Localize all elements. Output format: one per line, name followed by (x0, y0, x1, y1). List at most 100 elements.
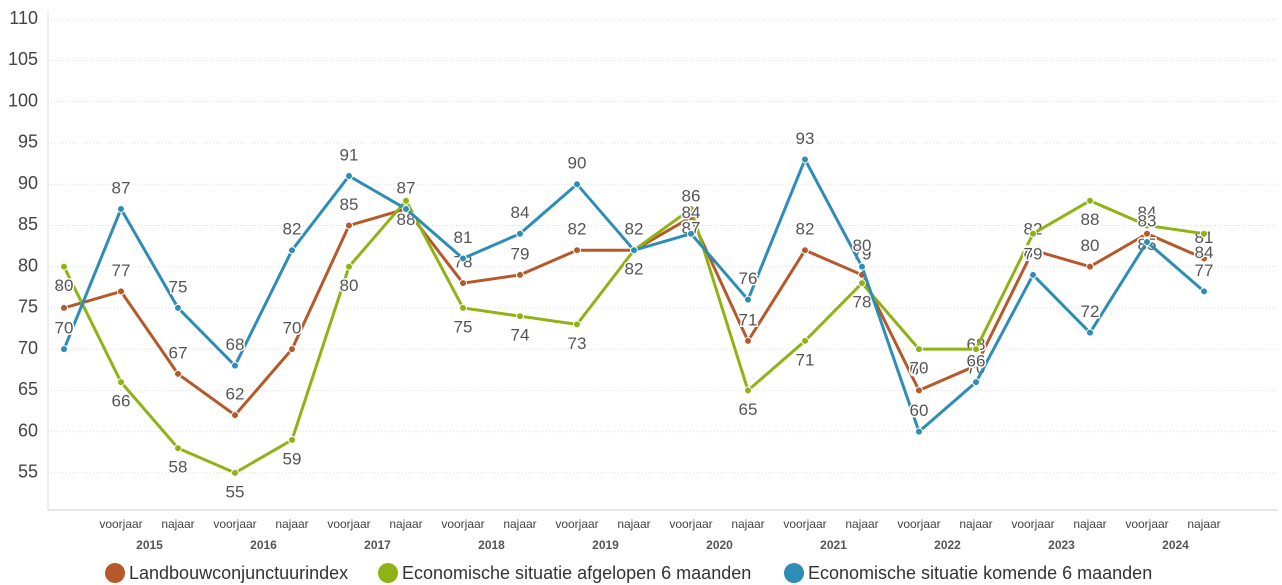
data-point (972, 345, 980, 354)
data-label: 87 (112, 178, 131, 197)
data-label: 55 (226, 482, 245, 501)
legend-swatch (784, 563, 804, 583)
data-label: 80 (853, 236, 872, 255)
data-point (231, 468, 239, 477)
data-point (573, 246, 581, 255)
data-point (174, 303, 182, 312)
data-point (744, 386, 752, 395)
x-tick-label: najaar (389, 517, 422, 531)
y-tick-label: 80 (18, 255, 38, 275)
data-point (1200, 287, 1208, 296)
data-point (459, 279, 467, 288)
data-point (402, 204, 410, 213)
data-label: 67 (169, 343, 188, 362)
data-point (801, 336, 809, 345)
data-point (687, 229, 695, 238)
y-tick-label: 55 (18, 462, 38, 482)
x-tick-label: najaar (503, 517, 536, 531)
data-label: 90 (568, 154, 587, 173)
y-tick-label: 60 (18, 420, 38, 440)
data-point (345, 171, 353, 180)
data-label: 71 (796, 350, 815, 369)
data-label: 83 (1138, 211, 1157, 230)
data-point (402, 196, 410, 205)
data-label: 75 (454, 317, 473, 336)
data-point (915, 386, 923, 395)
x-tick-label: najaar (731, 517, 764, 531)
data-label: 71 (739, 310, 758, 329)
x-tick-label: najaar (1187, 517, 1220, 531)
y-tick-label: 65 (18, 379, 38, 399)
data-point (1200, 229, 1208, 238)
data-label: 66 (967, 352, 986, 371)
data-label: 70 (283, 319, 302, 338)
data-label: 84 (511, 203, 530, 222)
data-point (1029, 229, 1037, 238)
data-label: 75 (169, 277, 188, 296)
data-label: 65 (910, 360, 929, 379)
data-label: 91 (340, 145, 359, 164)
data-label: 93 (796, 129, 815, 148)
data-point (459, 303, 467, 312)
year-label: 2016 (250, 538, 277, 552)
x-tick-label: voorjaar (1011, 517, 1054, 531)
y-tick-label: 100 (8, 90, 38, 110)
data-label: 82 (625, 260, 644, 279)
data-point (915, 427, 923, 436)
data-label: 70 (910, 359, 929, 378)
data-label: 58 (169, 458, 188, 477)
legend-swatch (378, 563, 398, 583)
data-label: 82 (625, 220, 644, 239)
year-label: 2021 (820, 538, 847, 552)
data-point (288, 435, 296, 444)
data-point (972, 378, 980, 387)
year-label: 2023 (1048, 538, 1075, 552)
x-tick-label: najaar (959, 517, 992, 531)
data-point (516, 312, 524, 321)
year-label: 2019 (592, 538, 619, 552)
data-label: 77 (1195, 261, 1214, 280)
data-label: 82 (283, 220, 302, 239)
data-point (801, 246, 809, 255)
x-tick-label: voorjaar (555, 517, 598, 531)
data-point (1086, 262, 1094, 271)
data-label: 80 (340, 276, 359, 295)
data-point (516, 270, 524, 279)
data-label: 79 (1024, 244, 1043, 263)
data-point (1029, 270, 1037, 279)
legend-label: Economische situatie afgelopen 6 maanden (402, 563, 751, 583)
data-point (459, 254, 467, 263)
x-tick-label: voorjaar (897, 517, 940, 531)
x-tick-label: voorjaar (327, 517, 370, 531)
data-point (345, 221, 353, 230)
data-point (174, 444, 182, 453)
data-point (60, 345, 68, 354)
data-point (1143, 229, 1151, 238)
data-label: 85 (340, 195, 359, 214)
data-point (858, 262, 866, 271)
legend-label: Landbouwconjunctuurindex (129, 563, 348, 583)
data-label: 84 (1138, 203, 1157, 222)
data-point (117, 204, 125, 213)
data-label: 82 (796, 220, 815, 239)
year-label: 2018 (478, 538, 505, 552)
data-point (630, 246, 638, 255)
data-label: 84 (1195, 243, 1214, 262)
data-label: 87 (682, 218, 701, 237)
data-label: 81 (454, 228, 473, 247)
data-point (288, 246, 296, 255)
data-label: 77 (112, 261, 131, 280)
data-point (1143, 221, 1151, 230)
y-tick-label: 95 (18, 132, 38, 152)
data-point (117, 378, 125, 387)
x-tick-label: najaar (1073, 517, 1106, 531)
x-tick-label: najaar (845, 517, 878, 531)
data-label: 66 (112, 392, 131, 411)
y-tick-label: 75 (18, 297, 38, 317)
data-label: 62 (226, 385, 245, 404)
data-point (1200, 254, 1208, 263)
data-label: 72 (1081, 302, 1100, 321)
data-label: 82 (1024, 220, 1043, 239)
year-label: 2024 (1162, 538, 1189, 552)
data-point (288, 345, 296, 354)
